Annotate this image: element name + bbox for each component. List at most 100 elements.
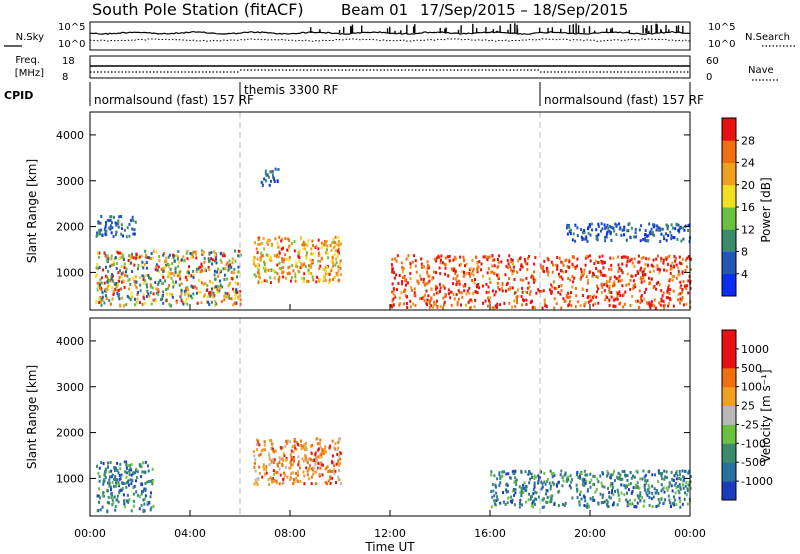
power-data-cell-1-17 (117, 221, 120, 225)
power-data-cell-4-366 (396, 254, 399, 258)
velocity-data-cell-2-37 (575, 483, 578, 487)
velocity-data-cell-0-48 (108, 470, 111, 474)
velocity-data-cell-2-299 (490, 470, 493, 474)
power-data-cell-5-75 (660, 232, 663, 236)
power-data-cell-3-262 (328, 278, 331, 282)
power-data-cell-0-388 (149, 277, 152, 281)
power-data-cell-4-829 (493, 264, 496, 268)
power-data-cell-0-514 (127, 254, 130, 258)
velocity-data-cell-2-496 (609, 496, 612, 500)
power-data-cell-5-5 (670, 237, 673, 241)
power-data-cell-4-779 (584, 301, 587, 305)
power-data-cell-0-226 (207, 266, 210, 269)
power-data-cell-4-457 (510, 268, 513, 272)
power-data-cell-3-253 (307, 280, 310, 283)
power-data-cell-5-80 (661, 227, 664, 231)
power-data-cell-0-426 (171, 262, 174, 265)
velocity-data-cell-2-150 (666, 488, 669, 492)
velocity-data-cell-2-316 (524, 470, 527, 474)
power-data-cell-4-209 (520, 263, 523, 267)
power-data-cell-4-391 (430, 287, 433, 291)
velocity-data-cell-2-50 (655, 505, 658, 508)
velocity-data-cell-0-202 (107, 461, 110, 465)
velocity-data-cell-2-464 (667, 485, 670, 489)
power-colorbar-tick-label-2: 12 (741, 223, 755, 236)
power-data-cell-4-320 (679, 292, 682, 296)
velocity-yticks-tick-label-2: 3000 (56, 381, 84, 394)
power-data-cell-3-199 (339, 266, 342, 270)
velocity-data-cell-1-60 (289, 476, 292, 480)
power-data-cell-3-191 (334, 244, 336, 248)
power-data-cell-3-243 (258, 272, 261, 276)
velocity-data-cell-2-459 (537, 477, 540, 481)
velocity-data-cell-1-242 (274, 470, 277, 474)
velocity-data-cell-2-445 (501, 474, 504, 478)
power-data-cell-4-210 (468, 286, 471, 290)
velocity-data-cell-2-244 (495, 499, 498, 503)
power-data-cell-4-717 (565, 293, 568, 297)
power-data-cell-0-75 (167, 255, 170, 259)
power-data-cell-4-347 (592, 303, 595, 307)
velocity-data-cell-2-502 (551, 475, 554, 479)
velocity-data-cell-2-451 (679, 486, 682, 489)
power-data-cell-4-370 (679, 301, 681, 305)
velocity-data-cell-2-348 (630, 491, 633, 495)
power-data-cell-4-711 (430, 297, 433, 301)
power-data-cell-1-53 (131, 215, 134, 219)
power-data-cell-3-232 (306, 242, 309, 246)
power-data-cell-4-759 (581, 294, 584, 298)
velocity-data-cell-1-186 (318, 466, 321, 470)
velocity-data-cell-2-24 (633, 505, 636, 509)
power-data-cell-3-21 (303, 247, 306, 251)
power-data-cell-4-625 (601, 273, 604, 277)
power-data-cell-5-24 (615, 233, 618, 236)
power-data-cell-0-143 (104, 253, 107, 257)
power-data-cell-0-404 (144, 279, 147, 283)
power-data-cell-0-536 (220, 251, 223, 255)
velocity-data-cell-2-269 (673, 495, 675, 499)
power-data-cell-3-166 (283, 258, 286, 261)
velocity-data-cell-1-111 (324, 480, 327, 484)
velocity-data-cell-2-156 (518, 485, 521, 489)
power-data-cell-4-87 (455, 293, 458, 297)
velocity-data-cell-0-37 (150, 479, 153, 483)
power-data-cell-4-484 (496, 281, 499, 285)
power-data-cell-1-45 (114, 221, 117, 225)
power-colorbar-tick-label-1: 8 (741, 246, 748, 259)
velocity-data-cell-1-78 (281, 457, 284, 461)
power-data-cell-4-463 (398, 274, 401, 277)
power-data-cell-5-135 (565, 226, 568, 230)
velocity-data-cell-1-176 (296, 478, 299, 482)
velocity-data-cell-0-195 (141, 483, 144, 487)
velocity-data-cell-1-195 (319, 453, 322, 457)
power-data-cell-0-375 (165, 299, 168, 303)
power-data-cell-3-217 (278, 261, 281, 265)
power-data-cell-0-81 (227, 284, 230, 288)
power-data-cell-4-50 (496, 302, 499, 306)
power-data-cell-3-73 (311, 244, 314, 247)
power-data-cell-4-646 (489, 281, 492, 284)
velocity-data-cell-1-127 (314, 451, 317, 455)
power-data-cell-4-502 (625, 264, 628, 268)
power-data-cell-2-17 (263, 177, 266, 181)
power-data-cell-3-118 (331, 257, 334, 261)
power-data-cell-5-93 (656, 225, 659, 229)
velocity-data-cell-1-243 (262, 463, 265, 467)
power-data-cell-0-562 (171, 295, 174, 299)
power-data-cell-0-477 (104, 289, 106, 293)
power-data-cell-4-495 (685, 258, 687, 262)
power-data-cell-4-620 (468, 272, 471, 275)
power-data-cell-3-285 (288, 272, 291, 276)
velocity-data-cell-2-374 (642, 504, 645, 508)
velocity-data-cell-1-36 (265, 465, 268, 469)
power-data-cell-4-536 (626, 256, 629, 260)
power-data-cell-5-70 (568, 229, 571, 233)
power-data-cell-1-59 (133, 228, 136, 232)
velocity-data-cell-2-497 (638, 494, 641, 498)
velocity-data-cell-1-281 (254, 469, 257, 473)
power-data-cell-0-499 (173, 259, 176, 263)
power-data-cell-0-524 (156, 268, 159, 272)
power-data-cell-5-132 (568, 225, 571, 229)
velocity-data-cell-1-171 (271, 443, 274, 447)
power-data-cell-4-193 (449, 296, 452, 300)
